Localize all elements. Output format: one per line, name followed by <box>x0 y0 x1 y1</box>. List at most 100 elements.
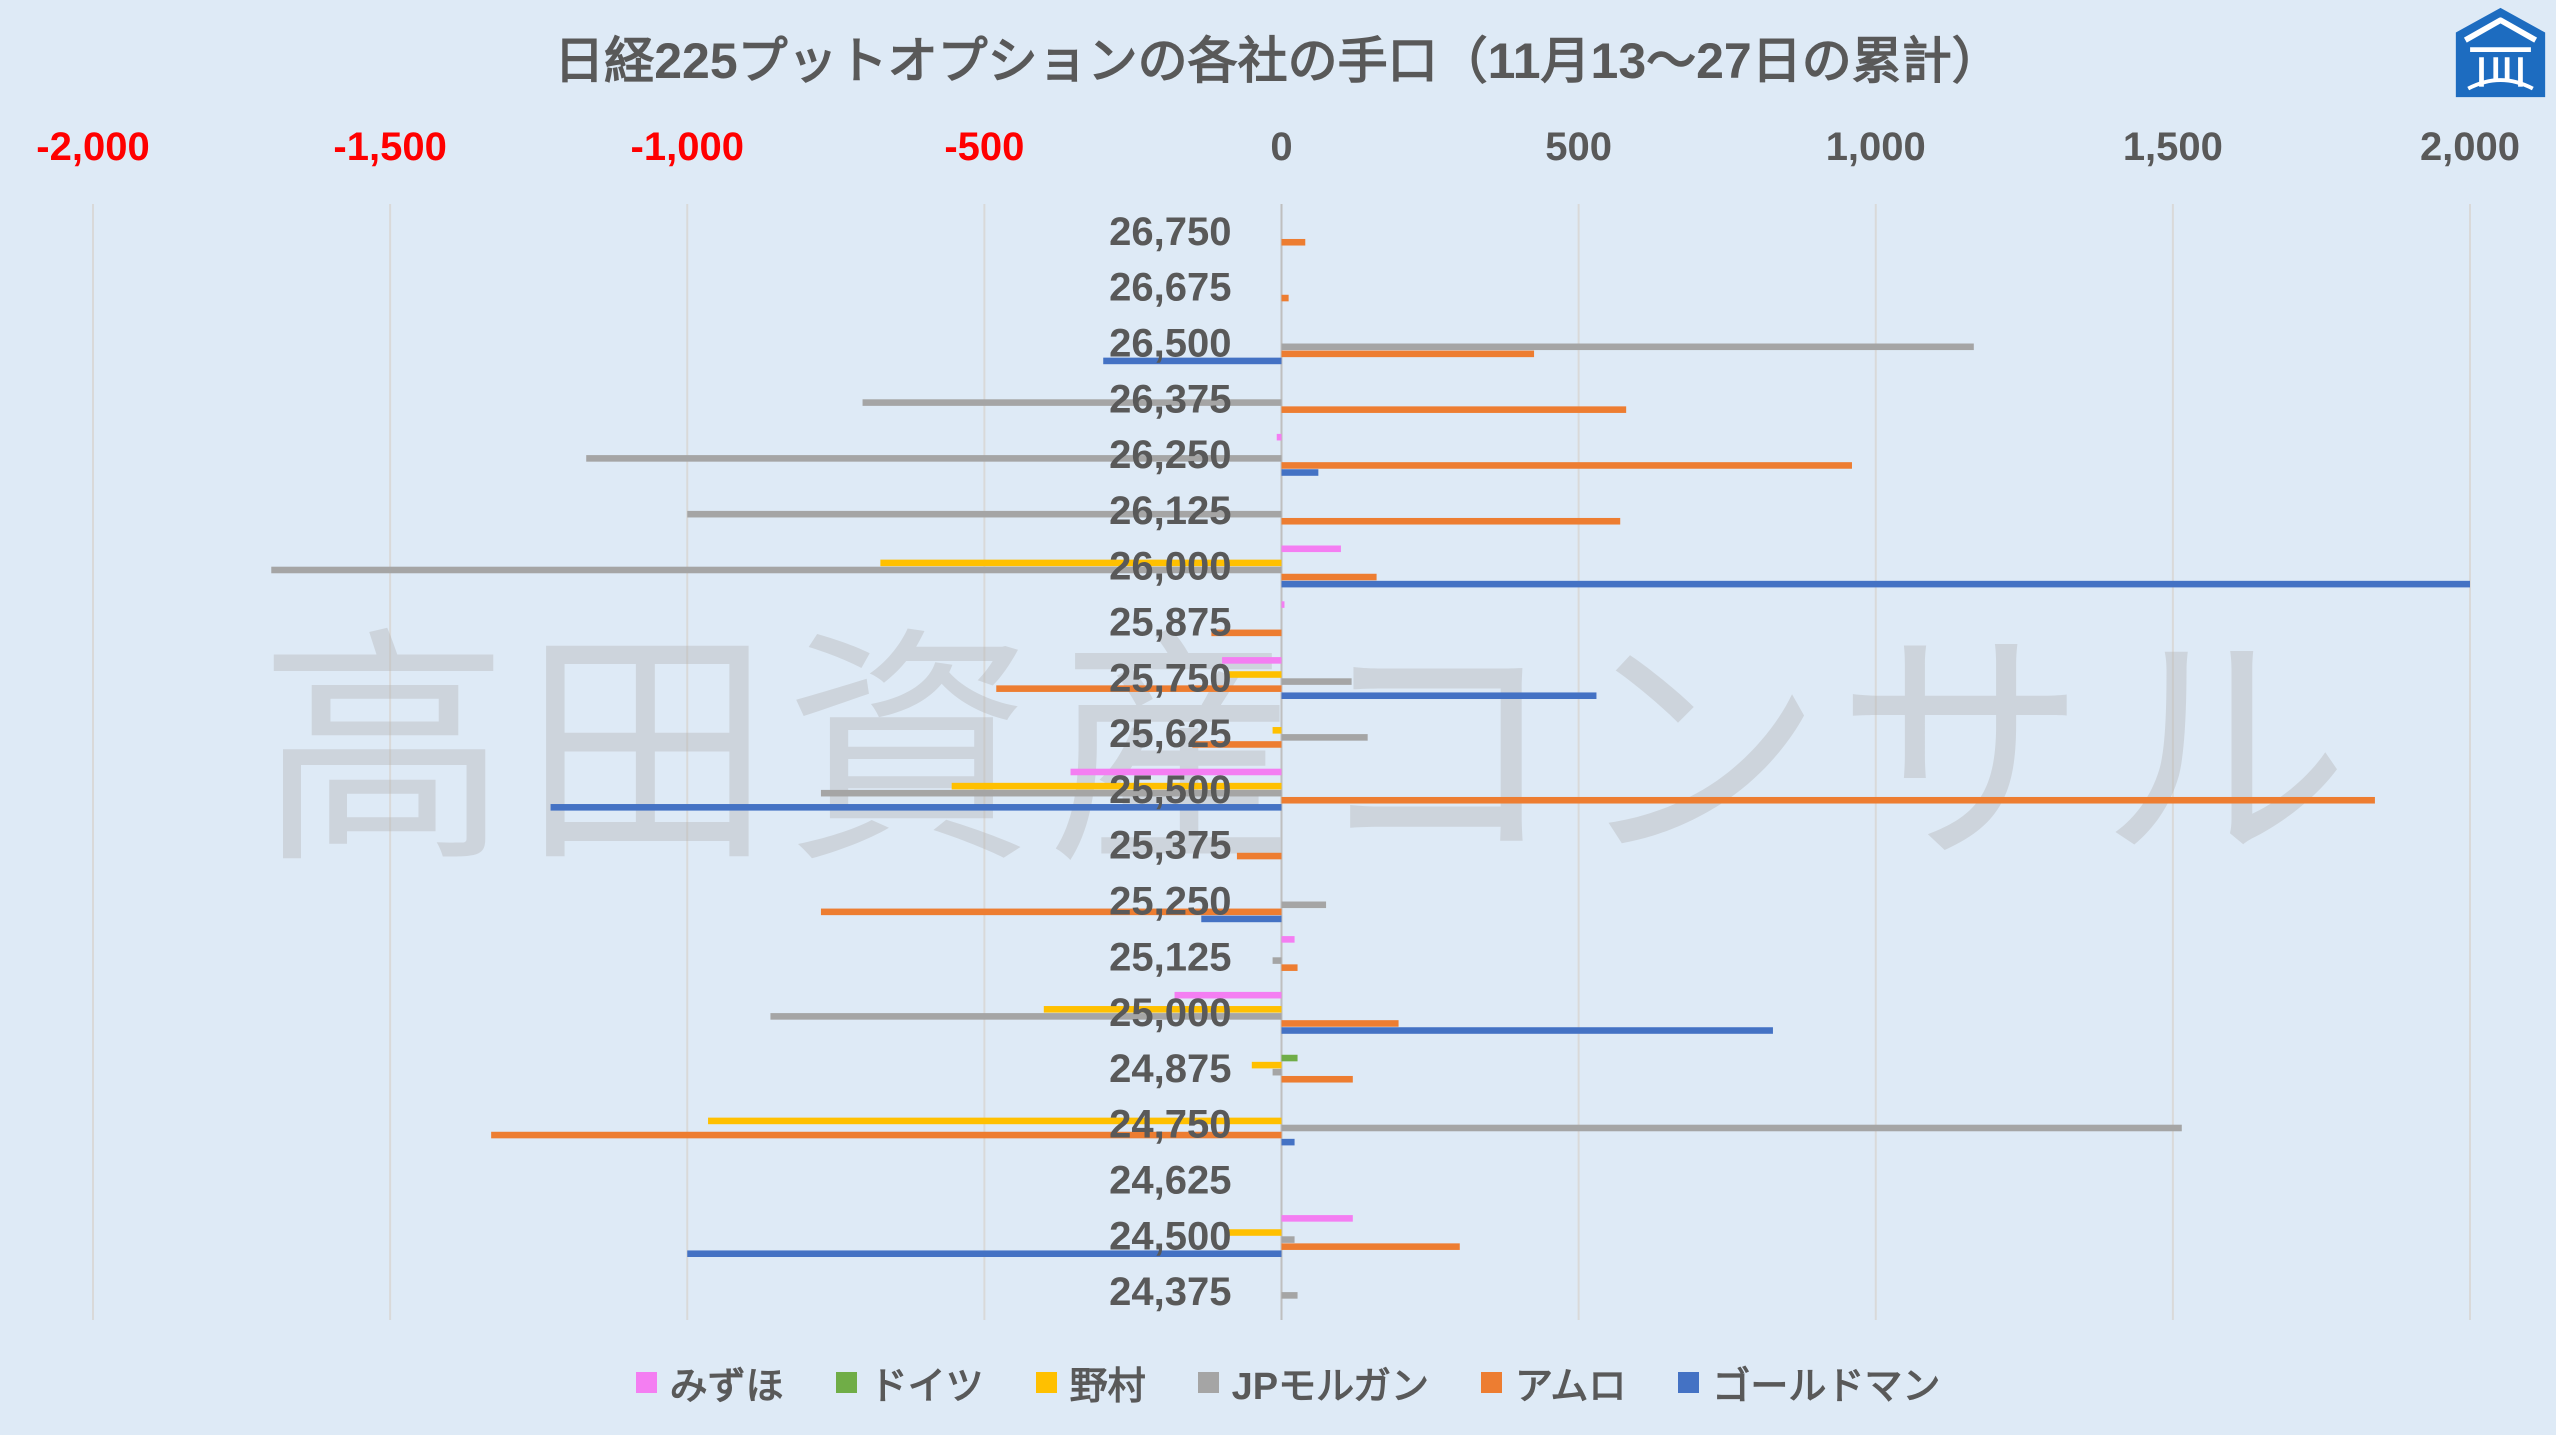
y-tick-label: 25,500 <box>1109 768 1231 812</box>
bar <box>1043 1006 1282 1013</box>
bar <box>271 566 1282 574</box>
bar <box>1281 1243 1460 1250</box>
y-tick-label: 24,500 <box>1109 1214 1231 1258</box>
bar <box>1070 768 1282 776</box>
legend-item-nomura: 野村 <box>1035 1355 1146 1410</box>
y-tick-label: 25,625 <box>1109 712 1231 756</box>
x-tick-label: 0 <box>1270 125 1292 169</box>
bar <box>1281 294 1289 302</box>
bar <box>1228 1229 1282 1236</box>
bar <box>1281 406 1627 413</box>
bar <box>770 1013 1282 1020</box>
bar <box>1281 238 1306 246</box>
bar <box>1192 741 1282 748</box>
y-tick-label: 24,875 <box>1109 1047 1231 1091</box>
y-tick-label: 25,750 <box>1109 656 1231 700</box>
y-tick-label: 25,375 <box>1109 824 1231 868</box>
y-tick-label: 26,675 <box>1109 266 1231 310</box>
legend-swatch <box>1481 1371 1503 1393</box>
bar <box>951 782 1282 790</box>
bar <box>1201 915 1282 923</box>
bar <box>1251 1061 1282 1069</box>
y-tick-label: 25,000 <box>1109 991 1231 1035</box>
bar <box>1103 357 1282 365</box>
bar <box>1281 678 1352 685</box>
bar <box>820 789 1282 797</box>
y-tick-label: 24,750 <box>1109 1103 1231 1147</box>
legend-item-mizuho: みずほ <box>635 1355 784 1410</box>
y-tick-label: 26,375 <box>1109 377 1231 421</box>
legend-item-deutsche: ドイツ <box>835 1355 984 1410</box>
watermark-text: 高田資産コンサル <box>259 607 2349 898</box>
bar <box>1281 901 1327 909</box>
y-tick-label: 24,375 <box>1109 1270 1231 1314</box>
bar <box>708 1117 1282 1125</box>
x-axis-ticks: -2,000 -1,500 -1,000 -500 0 500 1,000 1,500 2,00… <box>36 125 2520 169</box>
bar <box>1281 1236 1295 1243</box>
bar <box>491 1131 1282 1139</box>
bar-series <box>271 238 2470 1299</box>
bar <box>1281 1020 1399 1027</box>
bar <box>1211 629 1282 637</box>
y-axis-categories: 26,750 26,675 26,500 26,375 26,250 26,125 26,0… <box>1109 210 1231 1314</box>
bar <box>1281 1027 1773 1034</box>
bar <box>687 510 1282 518</box>
bar <box>1228 671 1282 678</box>
bar <box>1281 1215 1353 1222</box>
legend-label: みずほ <box>669 1365 784 1408</box>
x-tick-label: -1,500 <box>333 125 446 169</box>
bar <box>862 399 1282 406</box>
bar <box>1222 657 1282 664</box>
bar <box>1281 462 1852 469</box>
bar <box>687 1250 1282 1258</box>
y-tick-label: 26,000 <box>1109 545 1231 589</box>
y-tick-label: 25,125 <box>1109 935 1231 979</box>
y-tick-label: 26,750 <box>1109 210 1231 254</box>
legend-item-amro: アムロ <box>1481 1355 1626 1410</box>
bar <box>1276 433 1282 441</box>
bar <box>1281 1075 1353 1083</box>
legend-swatch <box>635 1371 657 1393</box>
y-tick-label: 25,250 <box>1109 880 1231 924</box>
legend-swatch <box>1035 1371 1057 1393</box>
bar <box>1272 1068 1282 1076</box>
legend-item-jpmorgan: JPモルガン <box>1197 1355 1430 1410</box>
legend-label: ドイツ <box>869 1365 984 1408</box>
chart-legend: みずほ ドイツ 野村 JPモルガン アムロ ゴールドマン <box>10 1358 2556 1408</box>
legend-swatch <box>1678 1371 1700 1393</box>
bar <box>1281 469 1319 476</box>
bar <box>1281 580 2470 588</box>
y-tick-label: 25,875 <box>1109 601 1231 645</box>
bar <box>1281 545 1341 553</box>
x-tick-label: -2,000 <box>36 125 149 169</box>
bar <box>880 559 1282 567</box>
x-tick-label: 500 <box>1545 125 1612 169</box>
y-tick-label: 26,125 <box>1109 489 1231 533</box>
legend-swatch <box>835 1371 857 1393</box>
bar <box>1174 991 1282 999</box>
bar <box>1281 692 1597 700</box>
legend-item-goldman: ゴールドマン <box>1678 1355 1940 1410</box>
bar <box>1236 852 1282 860</box>
legend-label: JPモルガン <box>1231 1365 1430 1408</box>
chart-title: 日経225プットオプションの各社の手口（11月13～27日の累計） <box>554 33 2002 89</box>
bar <box>1281 343 1974 351</box>
y-tick-label: 26,250 <box>1109 433 1231 477</box>
x-tick-label: 1,000 <box>1826 125 1926 169</box>
x-tick-label: -500 <box>944 125 1024 169</box>
x-tick-label: 1,500 <box>2123 125 2223 169</box>
legend-label: ゴールドマン <box>1712 1365 1941 1408</box>
bar <box>586 455 1282 462</box>
x-tick-label: -1,000 <box>631 125 744 169</box>
bar <box>1281 936 1295 943</box>
company-logo <box>2455 7 2546 98</box>
bar <box>1272 957 1282 964</box>
bar <box>820 908 1282 916</box>
bar <box>1281 517 1621 525</box>
bar <box>1281 573 1377 581</box>
bar <box>550 804 1282 811</box>
bar <box>1281 1054 1298 1062</box>
legend-label: アムロ <box>1515 1365 1627 1408</box>
bar <box>1281 601 1285 608</box>
